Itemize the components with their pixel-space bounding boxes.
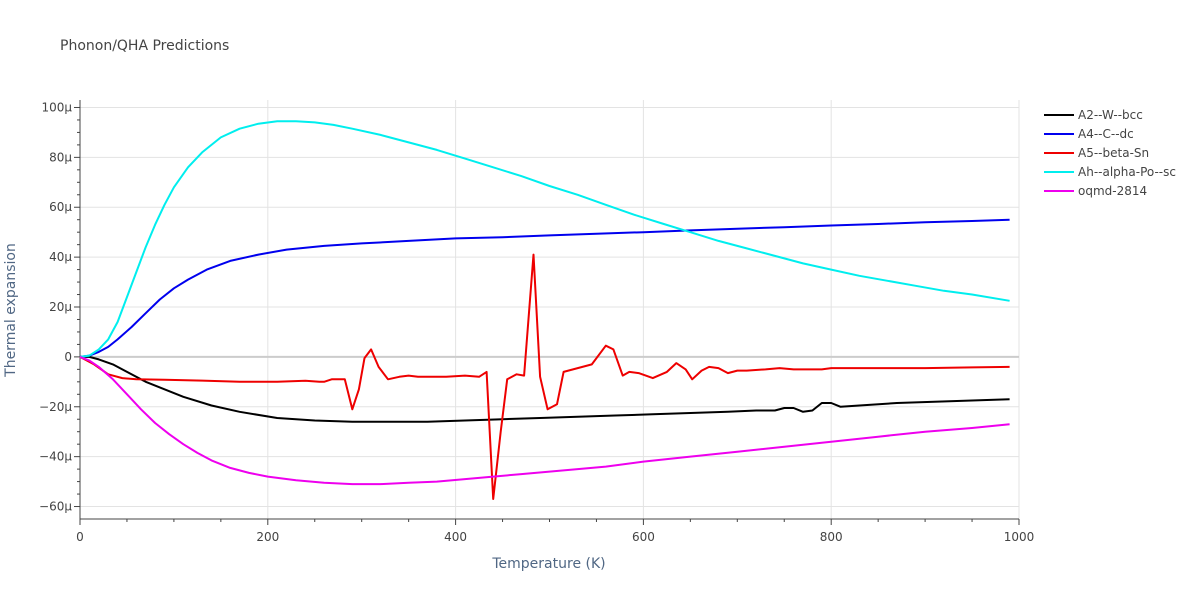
y-tick-label: 60μ bbox=[49, 200, 72, 214]
chart-title: Phonon/QHA Predictions bbox=[60, 38, 229, 54]
y-tick-label: −40μ bbox=[39, 450, 72, 464]
series-line bbox=[80, 355, 1010, 423]
x-tick-label: 400 bbox=[444, 530, 467, 544]
y-tick-label: 0 bbox=[64, 350, 72, 364]
series-line bbox=[79, 253, 1010, 500]
x-axis-label: Temperature (K) bbox=[491, 556, 605, 572]
legend-label: A5--beta-Sn bbox=[1078, 146, 1149, 160]
x-tick-label: 800 bbox=[820, 530, 843, 544]
x-tick-label: 200 bbox=[256, 530, 279, 544]
y-tick-label: 20μ bbox=[49, 300, 72, 314]
x-tick-label: 1000 bbox=[1004, 530, 1035, 544]
legend-label: A2--W--bcc bbox=[1078, 108, 1143, 122]
plot-area bbox=[79, 120, 1010, 500]
x-tick-label: 0 bbox=[76, 530, 84, 544]
y-tick-label: −20μ bbox=[39, 400, 72, 414]
x-tick-label: 600 bbox=[632, 530, 655, 544]
y-tick-label: 40μ bbox=[49, 250, 72, 264]
series-line bbox=[79, 355, 1010, 486]
axes: 0 200 400 600 800 1000 −60μ −40μ −20μ 0 20μ 40μ 60μ 8… bbox=[39, 100, 1034, 544]
legend-label: A4--C--dc bbox=[1078, 127, 1134, 141]
y-axis-label: Thermal expansion bbox=[3, 243, 19, 378]
y-tick-label: −60μ bbox=[39, 500, 72, 514]
grid bbox=[80, 100, 1020, 519]
series-line bbox=[79, 120, 1010, 358]
series-line bbox=[79, 218, 1010, 358]
y-tick-label: 80μ bbox=[49, 150, 72, 164]
legend: A2--W--bcc A4--C--dc A5--beta-Sn Ah--alpha-… bbox=[1044, 108, 1176, 198]
legend-label: Ah--alpha-Po--sc bbox=[1078, 165, 1176, 179]
y-tick-label: 100μ bbox=[41, 100, 72, 114]
legend-label: oqmd-2814 bbox=[1078, 184, 1147, 198]
